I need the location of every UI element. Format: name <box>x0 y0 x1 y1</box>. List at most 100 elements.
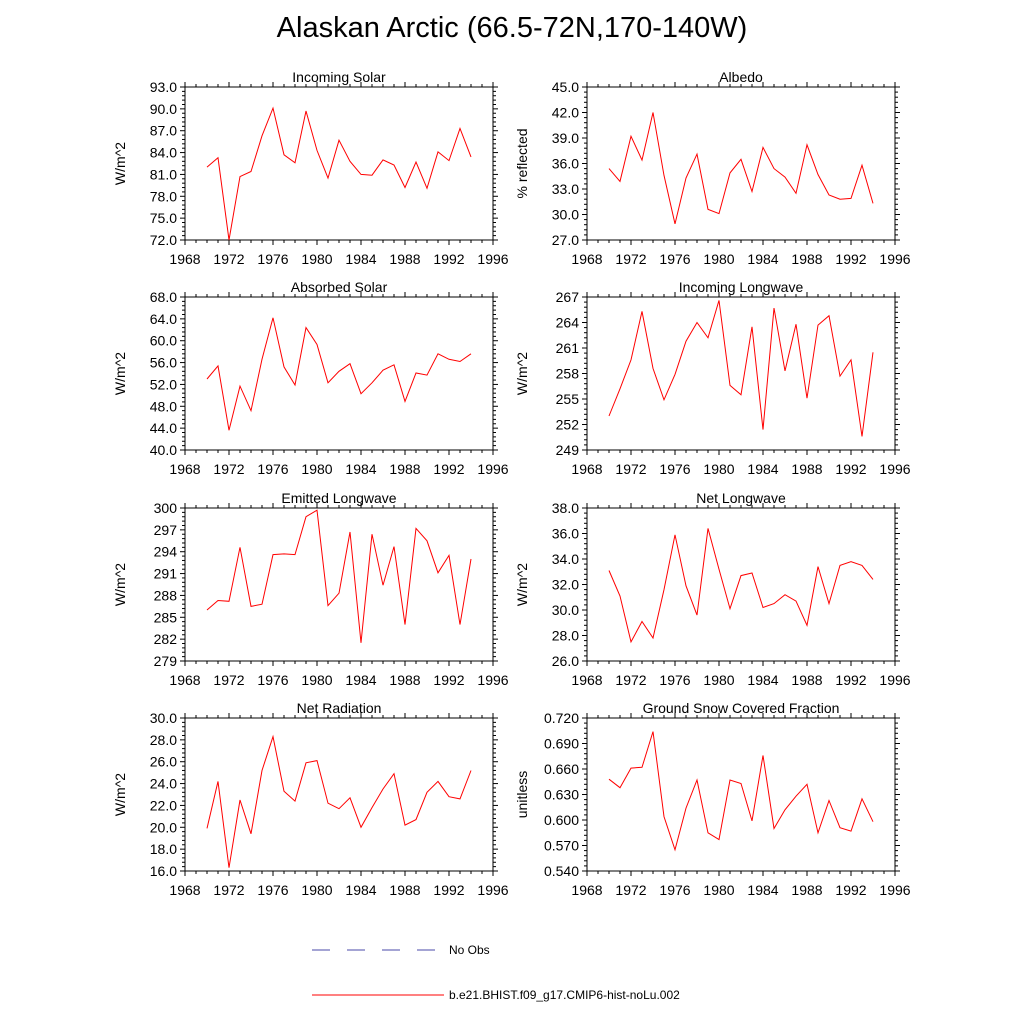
y-axis-label: W/m^2 <box>112 773 128 816</box>
x-tick-label: 1972 <box>615 251 646 267</box>
x-tick-label: 1988 <box>389 461 420 477</box>
x-tick-label: 1968 <box>169 882 200 898</box>
y-tick-label: 294 <box>154 544 178 560</box>
y-tick-label: 93.0 <box>150 79 177 95</box>
plot-frame <box>184 717 494 872</box>
x-tick-label: 1996 <box>477 251 508 267</box>
x-tick-label: 1972 <box>615 672 646 688</box>
y-tick-label: 0.630 <box>544 787 579 803</box>
panel-title: Net Radiation <box>297 700 382 716</box>
x-tick-label: 1996 <box>477 882 508 898</box>
x-tick-label: 1968 <box>571 461 602 477</box>
x-tick-label: 1968 <box>169 251 200 267</box>
chart-panel-8: Ground Snow Covered Fraction unitless 0.54… <box>514 700 911 898</box>
y-tick-label: 30.0 <box>150 710 177 726</box>
series-line <box>206 317 472 431</box>
x-tick-label: 1972 <box>213 672 244 688</box>
y-tick-label: 36.0 <box>552 156 579 172</box>
y-tick-label: 75.0 <box>150 210 177 226</box>
series-line <box>608 528 874 644</box>
y-tick-label: 264 <box>556 315 580 331</box>
y-tick-label: 81.0 <box>150 166 177 182</box>
x-tick-label: 1976 <box>257 672 288 688</box>
y-tick-label: 297 <box>154 522 178 538</box>
x-tick-label: 1976 <box>659 251 690 267</box>
y-tick-label: 18.0 <box>150 841 177 857</box>
plot-frame <box>586 296 896 451</box>
x-tick-label: 1992 <box>433 461 464 477</box>
y-tick-label: 282 <box>154 631 178 647</box>
x-tick-label: 1976 <box>659 461 690 477</box>
x-tick-label: 1976 <box>659 882 690 898</box>
y-tick-label: 32.0 <box>552 577 579 593</box>
x-tick-label: 1984 <box>345 251 376 267</box>
x-tick-label: 1988 <box>791 461 822 477</box>
x-tick-label: 1988 <box>389 882 420 898</box>
x-tick-label: 1988 <box>791 251 822 267</box>
x-tick-label: 1980 <box>703 672 734 688</box>
series-line <box>608 300 874 437</box>
y-tick-label: 64.0 <box>150 311 177 327</box>
x-tick-label: 1972 <box>615 461 646 477</box>
x-tick-label: 1984 <box>747 882 778 898</box>
x-tick-label: 1984 <box>345 461 376 477</box>
series-line <box>206 734 472 868</box>
x-tick-label: 1992 <box>835 672 866 688</box>
chart-panel-3: Absorbed Solar W/m^2 40.0 44.0 48.0 52.0 56.0 6… <box>112 279 509 477</box>
y-tick-label: 27.0 <box>552 232 579 248</box>
x-tick-label: 1972 <box>615 882 646 898</box>
x-tick-label: 1980 <box>703 251 734 267</box>
series-line <box>608 731 874 852</box>
y-tick-label: 288 <box>154 587 178 603</box>
plot-frame <box>184 296 494 451</box>
y-tick-label: 33.0 <box>552 181 579 197</box>
x-tick-label: 1968 <box>571 882 602 898</box>
y-tick-label: 39.0 <box>552 130 579 146</box>
x-tick-label: 1996 <box>879 251 910 267</box>
y-tick-label: 22.0 <box>150 797 177 813</box>
x-tick-label: 1968 <box>169 461 200 477</box>
x-tick-label: 1972 <box>213 882 244 898</box>
panel-title: Emitted Longwave <box>281 490 396 506</box>
y-tick-label: 249 <box>556 442 580 458</box>
y-tick-label: 48.0 <box>150 398 177 414</box>
y-tick-label: 30.0 <box>552 602 579 618</box>
y-tick-label: 258 <box>556 366 580 382</box>
series-line <box>206 509 472 643</box>
x-tick-label: 1996 <box>879 672 910 688</box>
y-axis-label: W/m^2 <box>112 563 128 606</box>
y-tick-label: 78.0 <box>150 188 177 204</box>
y-tick-label: 26.0 <box>150 754 177 770</box>
x-tick-label: 1976 <box>257 461 288 477</box>
y-tick-label: 0.570 <box>544 838 579 854</box>
x-tick-label: 1972 <box>213 461 244 477</box>
y-axis-label: W/m^2 <box>112 352 128 395</box>
y-tick-label: 0.540 <box>544 863 579 879</box>
x-tick-label: 1996 <box>477 461 508 477</box>
y-tick-label: 30.0 <box>552 207 579 223</box>
legend: No Obs b.e21.BHIST.f09_g17.CMIP6-hist-no… <box>312 943 680 1002</box>
y-tick-label: 34.0 <box>552 551 579 567</box>
y-tick-label: 28.0 <box>552 628 579 644</box>
x-tick-label: 1972 <box>213 251 244 267</box>
y-tick-label: 84.0 <box>150 145 177 161</box>
chart-panel-4: Incoming Longwave W/m^2 249 252 255 258 261 264… <box>514 279 911 477</box>
y-tick-label: 38.0 <box>552 500 579 516</box>
y-tick-label: 56.0 <box>150 355 177 371</box>
x-tick-label: 1984 <box>747 251 778 267</box>
y-axis-label: W/m^2 <box>514 352 530 395</box>
y-tick-label: 279 <box>154 653 178 669</box>
x-tick-label: 1968 <box>571 251 602 267</box>
y-axis-label: % reflected <box>514 128 530 198</box>
y-tick-label: 45.0 <box>552 79 579 95</box>
y-tick-label: 68.0 <box>150 289 177 305</box>
y-tick-label: 87.0 <box>150 123 177 139</box>
plot-frame <box>184 507 494 662</box>
y-tick-label: 26.0 <box>552 653 579 669</box>
x-tick-label: 1996 <box>879 461 910 477</box>
x-tick-label: 1992 <box>433 882 464 898</box>
y-tick-label: 291 <box>154 566 178 582</box>
x-tick-label: 1996 <box>477 672 508 688</box>
y-tick-label: 0.720 <box>544 710 579 726</box>
